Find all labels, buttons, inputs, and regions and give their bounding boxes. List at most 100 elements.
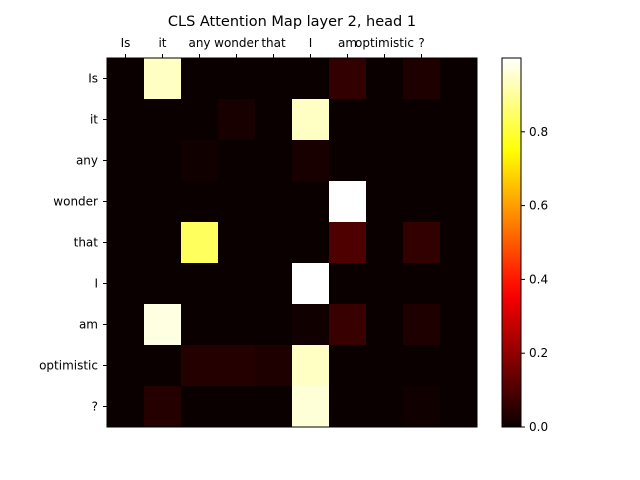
x-tick-label: it	[158, 36, 166, 50]
heatmap-cell	[366, 304, 404, 346]
heatmap-cell	[107, 263, 145, 305]
heatmap-cell	[218, 222, 256, 264]
heatmap-cell	[292, 58, 330, 100]
heatmap-cell	[218, 140, 256, 182]
heatmap-cell	[144, 222, 182, 264]
heatmap-cell	[403, 58, 441, 100]
heatmap-cell	[403, 263, 441, 305]
heatmap-cell	[292, 140, 330, 182]
heatmap-cell	[144, 140, 182, 182]
heatmap-cell	[218, 304, 256, 346]
heatmap-cell	[181, 140, 219, 182]
colorbar: 0.0 0.2 0.4 0.6 0.8	[501, 57, 548, 434]
colorbar-tick-label: 0.6	[529, 199, 548, 213]
colorbar-tick-label: 0.8	[529, 125, 548, 139]
heatmap-cell	[218, 181, 256, 223]
heatmap-cell	[292, 304, 330, 346]
heatmap-cell	[255, 58, 293, 100]
heatmap-cell	[403, 304, 441, 346]
heatmap-cell	[440, 345, 478, 387]
heatmap-cell	[366, 345, 404, 387]
heatmap-cell	[329, 263, 367, 305]
heatmap-cell	[366, 386, 404, 428]
heatmap-cell	[255, 345, 293, 387]
y-tick-label: any	[76, 154, 98, 168]
heatmap-cell	[218, 386, 256, 428]
heatmap-cell	[440, 181, 478, 223]
heatmap-cell	[440, 386, 478, 428]
x-tick-label: optimistic	[355, 36, 414, 50]
heatmap-cell	[440, 99, 478, 141]
heatmap-cell	[107, 140, 145, 182]
y-tick-label: optimistic	[39, 359, 98, 373]
heatmap-cell	[292, 386, 330, 428]
heatmap-cell	[255, 140, 293, 182]
x-tick-label: Is	[121, 36, 131, 50]
heatmap-cell	[403, 386, 441, 428]
colorbar-gradient	[501, 57, 522, 428]
heatmap-cell	[255, 181, 293, 223]
heatmap-cell	[329, 58, 367, 100]
heatmap-cell	[255, 304, 293, 346]
heatmap-cell	[440, 263, 478, 305]
heatmap-cell	[144, 263, 182, 305]
x-tick-label: that	[261, 36, 286, 50]
heatmap-cell	[181, 304, 219, 346]
heatmap-cell	[329, 140, 367, 182]
heatmap-cell	[181, 222, 219, 264]
heatmap-grid	[107, 58, 478, 428]
heatmap-cell	[403, 140, 441, 182]
y-tick-label: it	[90, 113, 98, 127]
heatmap-cell	[292, 263, 330, 305]
heatmap-cell	[403, 99, 441, 141]
heatmap-cell	[181, 263, 219, 305]
heatmap-cell	[144, 99, 182, 141]
heatmap-cell	[366, 58, 404, 100]
heatmap-cell	[107, 222, 145, 264]
y-tick-label: Is	[88, 72, 98, 86]
heatmap-cell	[440, 222, 478, 264]
heatmap-cell	[218, 99, 256, 141]
heatmap-cell	[329, 386, 367, 428]
heatmap-cell	[107, 181, 145, 223]
heatmap-cell	[144, 386, 182, 428]
heatmap-cell	[329, 345, 367, 387]
heatmap-cell	[181, 386, 219, 428]
heatmap-cell	[181, 345, 219, 387]
heatmap-cell	[255, 99, 293, 141]
heatmap-cell	[329, 304, 367, 346]
heatmap-cell	[403, 345, 441, 387]
x-tick-label: am	[338, 36, 357, 50]
heatmap-cell	[218, 58, 256, 100]
heatmap-cell	[366, 99, 404, 141]
heatmap-cell	[144, 304, 182, 346]
heatmap-cell	[440, 304, 478, 346]
heatmap-cell	[292, 181, 330, 223]
heatmap-cell	[366, 181, 404, 223]
heatmap-cell	[329, 99, 367, 141]
colorbar-tick-label: 0.2	[529, 346, 548, 360]
heatmap-cell	[181, 99, 219, 141]
heatmap-cell	[403, 222, 441, 264]
heatmap-cell	[107, 386, 145, 428]
heatmap-cell	[329, 181, 367, 223]
heatmap-cell	[329, 222, 367, 264]
heatmap-cell	[107, 304, 145, 346]
heatmap-cell	[366, 263, 404, 305]
heatmap-cell	[144, 181, 182, 223]
colorbar-tick-label: 0.4	[529, 272, 548, 286]
heatmap-cell	[107, 99, 145, 141]
heatmap-cell	[181, 58, 219, 100]
y-axis-left: Is it any wonder that Iam optimistic?	[39, 72, 107, 414]
chart-title: CLS Attention Map layer 2, head 1	[168, 14, 416, 30]
heatmap-cell	[107, 345, 145, 387]
y-tick-label: am	[79, 318, 98, 332]
heatmap-cell	[440, 58, 478, 100]
colorbar-tick-label: 0.0	[529, 420, 548, 434]
heatmap-cell	[366, 140, 404, 182]
heatmap-cell	[144, 58, 182, 100]
x-tick-label: I	[309, 36, 313, 50]
x-tick-label: wonder	[214, 36, 259, 50]
x-tick-label: ?	[418, 36, 424, 50]
